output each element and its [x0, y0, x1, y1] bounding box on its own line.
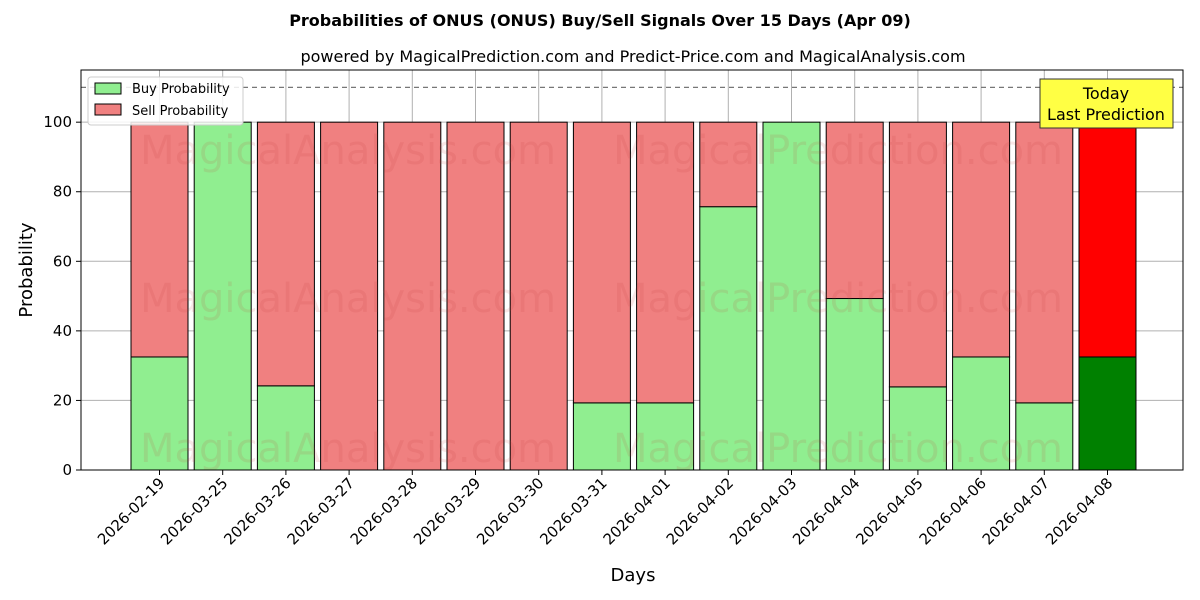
buy-bar [193, 121, 252, 471]
x-tick-label: 2026-02-19 [94, 474, 168, 548]
sell-bar [825, 121, 884, 300]
chart-subtitle: powered by MagicalPrediction.com and Pre… [300, 47, 965, 66]
sell-bar [699, 121, 758, 208]
buy-bar [256, 385, 315, 471]
today-annotation: Today Last Prediction [1039, 78, 1174, 129]
buy-bar [572, 402, 631, 471]
y-tick-label: 100 [43, 113, 72, 131]
y-tick-label: 40 [53, 322, 72, 340]
buy-bar [762, 121, 821, 471]
x-tick-label: 2026-03-28 [347, 474, 421, 548]
legend-swatch-sell [94, 103, 122, 116]
legend-label-sell: Sell Probability [132, 104, 229, 119]
sell-bar [1078, 121, 1137, 358]
bars [130, 121, 1137, 471]
watermark-text: MagicalAnalysis.com [140, 426, 556, 472]
legend-label-buy: Buy Probability [132, 82, 230, 97]
x-tick-label: 2026-04-08 [1042, 474, 1116, 548]
y-tick-label: 80 [53, 183, 72, 201]
x-tick-label: 2026-04-03 [726, 474, 800, 548]
watermark-text: MagicalPrediction.com [613, 276, 1063, 322]
today-annotation-line-2: Last Prediction [1047, 105, 1165, 124]
sell-bar [509, 121, 568, 471]
sell-bar [888, 121, 947, 388]
x-tick-label: 2026-03-30 [473, 474, 547, 548]
sell-bar [952, 121, 1011, 358]
x-tick-label: 2026-04-02 [663, 474, 737, 548]
today-annotation-box [1039, 78, 1174, 129]
sell-bar [130, 121, 189, 358]
x-tick-label: 2026-03-27 [284, 474, 358, 548]
x-tick-label: 2026-04-07 [979, 474, 1053, 548]
x-tick-label: 2026-04-01 [600, 474, 674, 548]
buy-bar [1078, 356, 1137, 471]
sell-bar [1015, 121, 1074, 404]
legend-swatch-buy [94, 82, 122, 95]
sell-bar [636, 121, 695, 404]
y-tick-label: 60 [53, 252, 72, 270]
x-tick-label: 2026-04-04 [789, 474, 863, 548]
x-ticks: 2026-02-192026-03-252026-03-262026-03-27… [94, 470, 1116, 548]
legend-box [87, 76, 244, 126]
sell-bar [320, 121, 379, 471]
buy-bar [825, 298, 884, 471]
plot-frame [80, 69, 1184, 471]
x-tick-label: 2026-03-29 [410, 474, 484, 548]
y-axis-label: Probability [16, 222, 37, 317]
buy-bar [888, 386, 947, 471]
buy-bar [130, 356, 189, 471]
sell-bar [446, 121, 505, 471]
chart-title: Probabilities of ONUS (ONUS) Buy/Sell Si… [289, 11, 911, 30]
x-tick-label: 2026-03-31 [536, 474, 610, 548]
x-tick-label: 2026-03-26 [220, 474, 294, 548]
x-tick-label: 2026-04-06 [916, 474, 990, 548]
watermark-text: MagicalPrediction.com [613, 128, 1063, 174]
sell-bar [383, 121, 442, 471]
y-ticks: 0 20 40 60 80 100 [43, 113, 81, 479]
today-annotation-line-1: Today [1082, 84, 1129, 103]
watermark-text: MagicalPrediction.com [613, 426, 1063, 472]
x-tick-label: 2026-04-05 [852, 474, 926, 548]
sell-bar [256, 121, 315, 387]
watermarks: MagicalAnalysis.com MagicalPrediction.com… [140, 128, 1063, 472]
watermark-text: MagicalAnalysis.com [140, 276, 556, 322]
x-axis-label: Days [611, 565, 656, 586]
watermark-text: MagicalAnalysis.com [140, 128, 556, 174]
y-tick-label: 20 [53, 391, 72, 409]
y-tick-label: 0 [62, 461, 72, 479]
sell-bar [572, 121, 631, 404]
legend: Buy Probability Sell Probability [87, 76, 244, 126]
x-tick-label: 2026-03-25 [157, 474, 231, 548]
